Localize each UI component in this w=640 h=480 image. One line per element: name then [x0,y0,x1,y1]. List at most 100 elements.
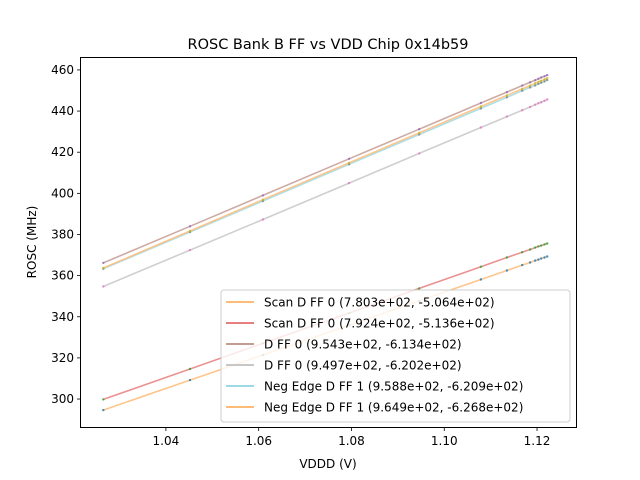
legend: Scan D FF 0 (7.803e+02, -5.064e+02) Scan … [220,289,571,423]
data-point [521,109,524,112]
data-point [505,90,509,94]
data-point [505,269,509,272]
data-point [521,251,524,254]
data-point [479,105,483,108]
y-tick-label: 460 [51,63,74,77]
data-point [479,278,483,281]
data-point [540,76,543,79]
data-point [102,266,105,270]
data-point [528,86,532,89]
x-axis-label: VDDD (V) [299,457,356,471]
data-point [505,94,509,97]
legend-label: Neg Edge D FF 1 (9.649e+02, -6.268e+02) [264,401,523,415]
data-point [505,115,509,118]
y-tick-label: 320 [51,351,74,365]
data-point [534,84,537,87]
y-tick-label: 340 [51,310,74,324]
data-point [188,229,192,233]
x-tick-label: 1.12 [524,434,551,448]
data-point [188,225,192,228]
data-point [543,256,546,259]
data-point [521,89,524,92]
data-point [534,103,537,106]
data-point [540,257,543,260]
data-point [537,80,540,84]
data-point [537,82,540,86]
y-axis-ticks: 300 320 340 360 380 400 420 440 460 [51,63,81,406]
data-point [537,245,540,248]
data-point [188,248,192,252]
data-point [537,258,540,261]
y-tick-label: 300 [51,392,74,406]
x-axis-ticks: 1.04 1.06 1.08 1.10 1.12 [153,427,551,448]
y-tick-label: 420 [51,145,74,159]
data-point [479,265,483,268]
data-point [521,84,524,87]
y-tick-label: 360 [51,269,74,283]
data-point [546,77,549,80]
data-point [479,107,483,110]
data-point [521,87,524,91]
data-point [528,248,532,251]
data-point [102,408,105,412]
data-point [505,96,509,99]
x-tick-label: 1.08 [338,434,365,448]
x-tick-label: 1.04 [153,434,180,448]
data-point [261,218,265,221]
data-point [418,152,421,155]
data-point [528,105,532,109]
data-point [521,263,524,267]
y-tick-label: 380 [51,227,74,241]
data-point [418,131,421,135]
data-point [543,99,546,103]
data-point [546,242,549,245]
data-point [546,78,549,82]
data-point [546,98,549,101]
data-point [534,259,537,262]
data-point [347,161,351,165]
data-point [534,79,537,82]
x-tick-label: 1.06 [245,434,272,448]
data-point [188,378,192,382]
data-point [543,78,546,81]
data-point [528,84,532,87]
data-point [418,128,421,131]
data-point [543,80,546,83]
legend-label: Neg Edge D FF 1 (9.588e+02, -6.209e+02) [264,380,523,394]
data-point [347,181,351,185]
data-point [102,398,105,401]
y-axis-label: ROSC (MHz) [25,206,39,279]
legend-label: D FF 0 (9.543e+02, -6.134e+02) [264,338,462,352]
legend-label: Scan D FF 0 (7.924e+02, -5.136e+02) [264,317,495,331]
data-point [546,73,549,77]
data-point [537,102,540,105]
x-tick-label: 1.10 [431,434,458,448]
y-tick-label: 440 [51,104,74,118]
data-point [543,75,546,78]
chart-title: ROSC Bank B FF vs VDD Chip 0x14b59 [188,37,469,53]
plot-frame [80,57,577,428]
data-point [528,81,532,84]
data-point [261,194,265,197]
data-point [540,79,543,83]
data-point [347,157,351,160]
data-point [543,243,546,246]
legend-box [220,289,571,423]
data-point [528,261,532,264]
data-point [540,101,543,104]
data-point [537,77,540,81]
data-point [540,244,543,247]
data-point [546,255,549,258]
data-point [102,261,105,265]
data-point [102,285,105,288]
legend-label: D FF 0 (9.497e+02, -6.202e+02) [264,359,462,373]
legend-label: Scan D FF 0 (7.803e+02, -5.064e+02) [264,296,495,310]
data-point [505,256,509,259]
data-point [479,126,483,129]
data-point [418,287,421,290]
data-point [479,101,483,105]
data-point [540,81,543,84]
data-point [534,246,537,249]
y-tick-label: 400 [51,186,74,200]
